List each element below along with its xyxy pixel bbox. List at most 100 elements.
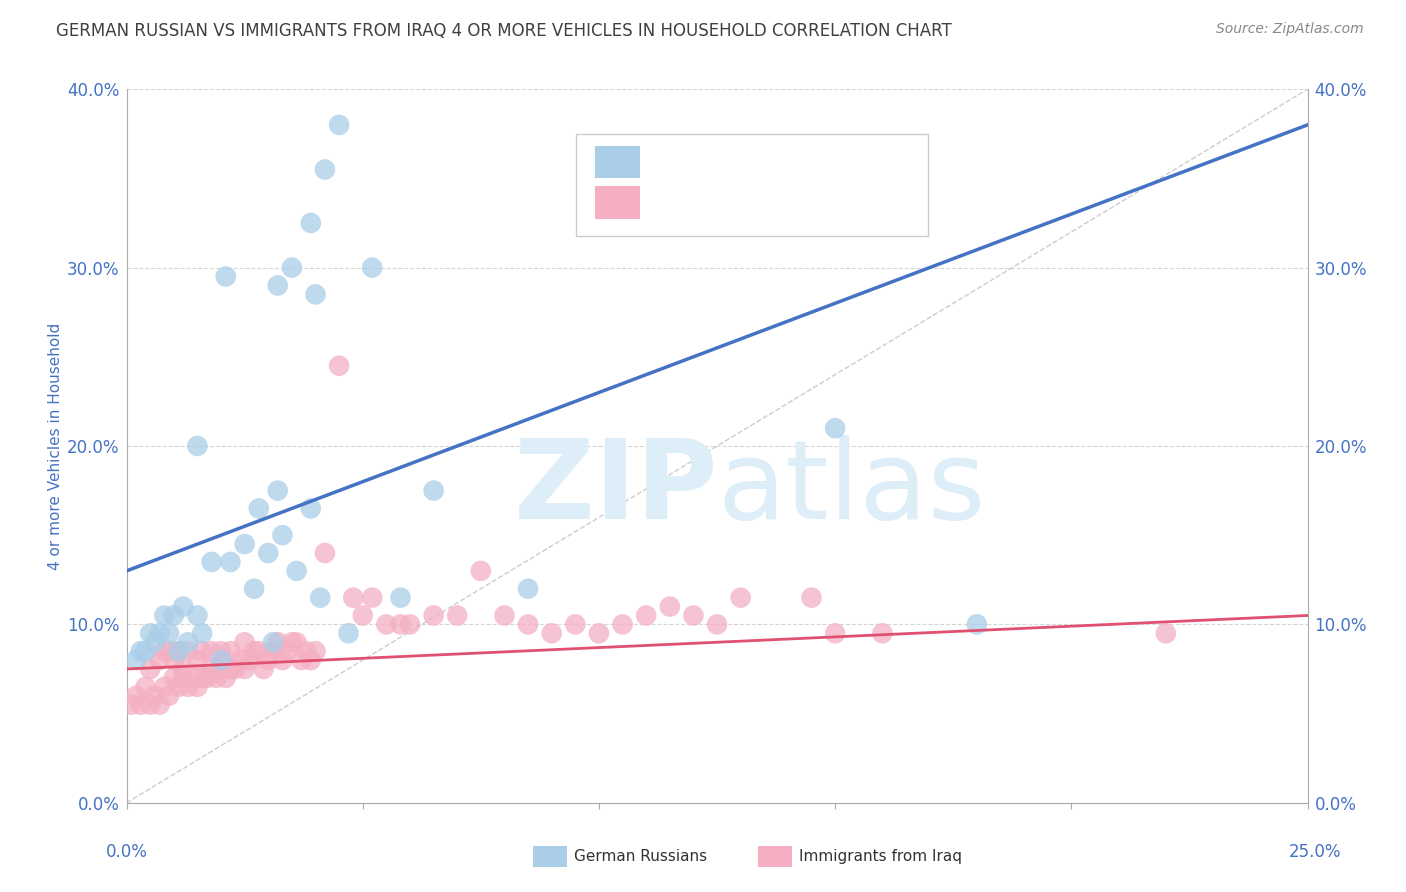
Point — [422, 608, 444, 623]
Point — [153, 608, 176, 623]
Point — [540, 626, 562, 640]
Text: GERMAN RUSSIAN VS IMMIGRANTS FROM IRAQ 4 OR MORE VEHICLES IN HOUSEHOLD CORRELATI: GERMAN RUSSIAN VS IMMIGRANTS FROM IRAQ 4… — [56, 22, 952, 40]
Point — [215, 671, 238, 685]
Point — [1154, 626, 1177, 640]
Point — [399, 617, 422, 632]
Point — [191, 644, 214, 658]
Point — [517, 617, 540, 632]
Point — [267, 635, 290, 649]
Point — [209, 653, 232, 667]
Point — [215, 269, 238, 284]
Point — [243, 582, 266, 596]
Point — [352, 608, 374, 623]
Point — [314, 162, 336, 177]
Point — [238, 653, 260, 667]
Point — [200, 555, 222, 569]
Point — [271, 528, 294, 542]
Text: German Russians: German Russians — [574, 849, 707, 863]
Point — [205, 671, 228, 685]
Point — [195, 671, 218, 685]
Point — [172, 662, 194, 676]
Point — [361, 260, 384, 275]
Point — [143, 689, 166, 703]
Point — [233, 537, 256, 551]
Point — [290, 653, 312, 667]
Text: Immigrants from Iraq: Immigrants from Iraq — [799, 849, 962, 863]
Point — [247, 501, 270, 516]
Point — [186, 653, 208, 667]
Point — [163, 671, 186, 685]
Point — [167, 680, 190, 694]
Point — [494, 608, 516, 623]
Point — [219, 644, 242, 658]
Point — [149, 626, 172, 640]
Point — [304, 287, 326, 301]
Point — [706, 617, 728, 632]
Text: 0.0%: 0.0% — [105, 843, 148, 861]
Point — [233, 662, 256, 676]
Point — [149, 653, 172, 667]
Point — [824, 421, 846, 435]
Point — [800, 591, 823, 605]
Point — [612, 617, 634, 632]
Point — [219, 662, 242, 676]
Text: R =  0.135    N = 80: R = 0.135 N = 80 — [648, 194, 845, 211]
Text: atlas: atlas — [717, 435, 986, 542]
Point — [262, 644, 284, 658]
Point — [281, 635, 304, 649]
Point — [257, 546, 280, 560]
Point — [181, 671, 204, 685]
Point — [328, 359, 350, 373]
Y-axis label: 4 or more Vehicles in Household: 4 or more Vehicles in Household — [48, 322, 63, 570]
Point — [233, 635, 256, 649]
Point — [157, 689, 180, 703]
Point — [276, 644, 298, 658]
Point — [304, 644, 326, 658]
Point — [149, 698, 172, 712]
Point — [153, 644, 176, 658]
Point — [517, 582, 540, 596]
Point — [285, 635, 308, 649]
Point — [337, 626, 360, 640]
Point — [134, 680, 156, 694]
Point — [328, 118, 350, 132]
Point — [730, 591, 752, 605]
Point — [252, 662, 274, 676]
Point — [342, 591, 364, 605]
Point — [389, 591, 412, 605]
Point — [163, 608, 186, 623]
Point — [167, 644, 190, 658]
Point — [299, 653, 322, 667]
Point — [285, 564, 308, 578]
Point — [120, 698, 142, 712]
Point — [143, 635, 166, 649]
Point — [243, 644, 266, 658]
Point — [163, 653, 186, 667]
Point — [588, 626, 610, 640]
Point — [157, 626, 180, 640]
Point — [267, 278, 290, 293]
Point — [295, 644, 318, 658]
Point — [267, 483, 290, 498]
Point — [200, 644, 222, 658]
Point — [257, 653, 280, 667]
Point — [153, 680, 176, 694]
Point — [186, 680, 208, 694]
Point — [177, 680, 200, 694]
Point — [186, 608, 208, 623]
Point — [361, 591, 384, 605]
Point — [636, 608, 658, 623]
Point — [247, 644, 270, 658]
Text: ZIP: ZIP — [513, 435, 717, 542]
Text: 25.0%: 25.0% — [1288, 843, 1341, 861]
Text: R = 0.406    N = 42: R = 0.406 N = 42 — [648, 153, 839, 171]
Point — [224, 662, 246, 676]
Point — [682, 608, 704, 623]
Point — [139, 626, 162, 640]
Point — [470, 564, 492, 578]
Point — [139, 662, 162, 676]
Point — [139, 698, 162, 712]
Point — [191, 626, 214, 640]
Point — [177, 644, 200, 658]
Point — [129, 698, 152, 712]
